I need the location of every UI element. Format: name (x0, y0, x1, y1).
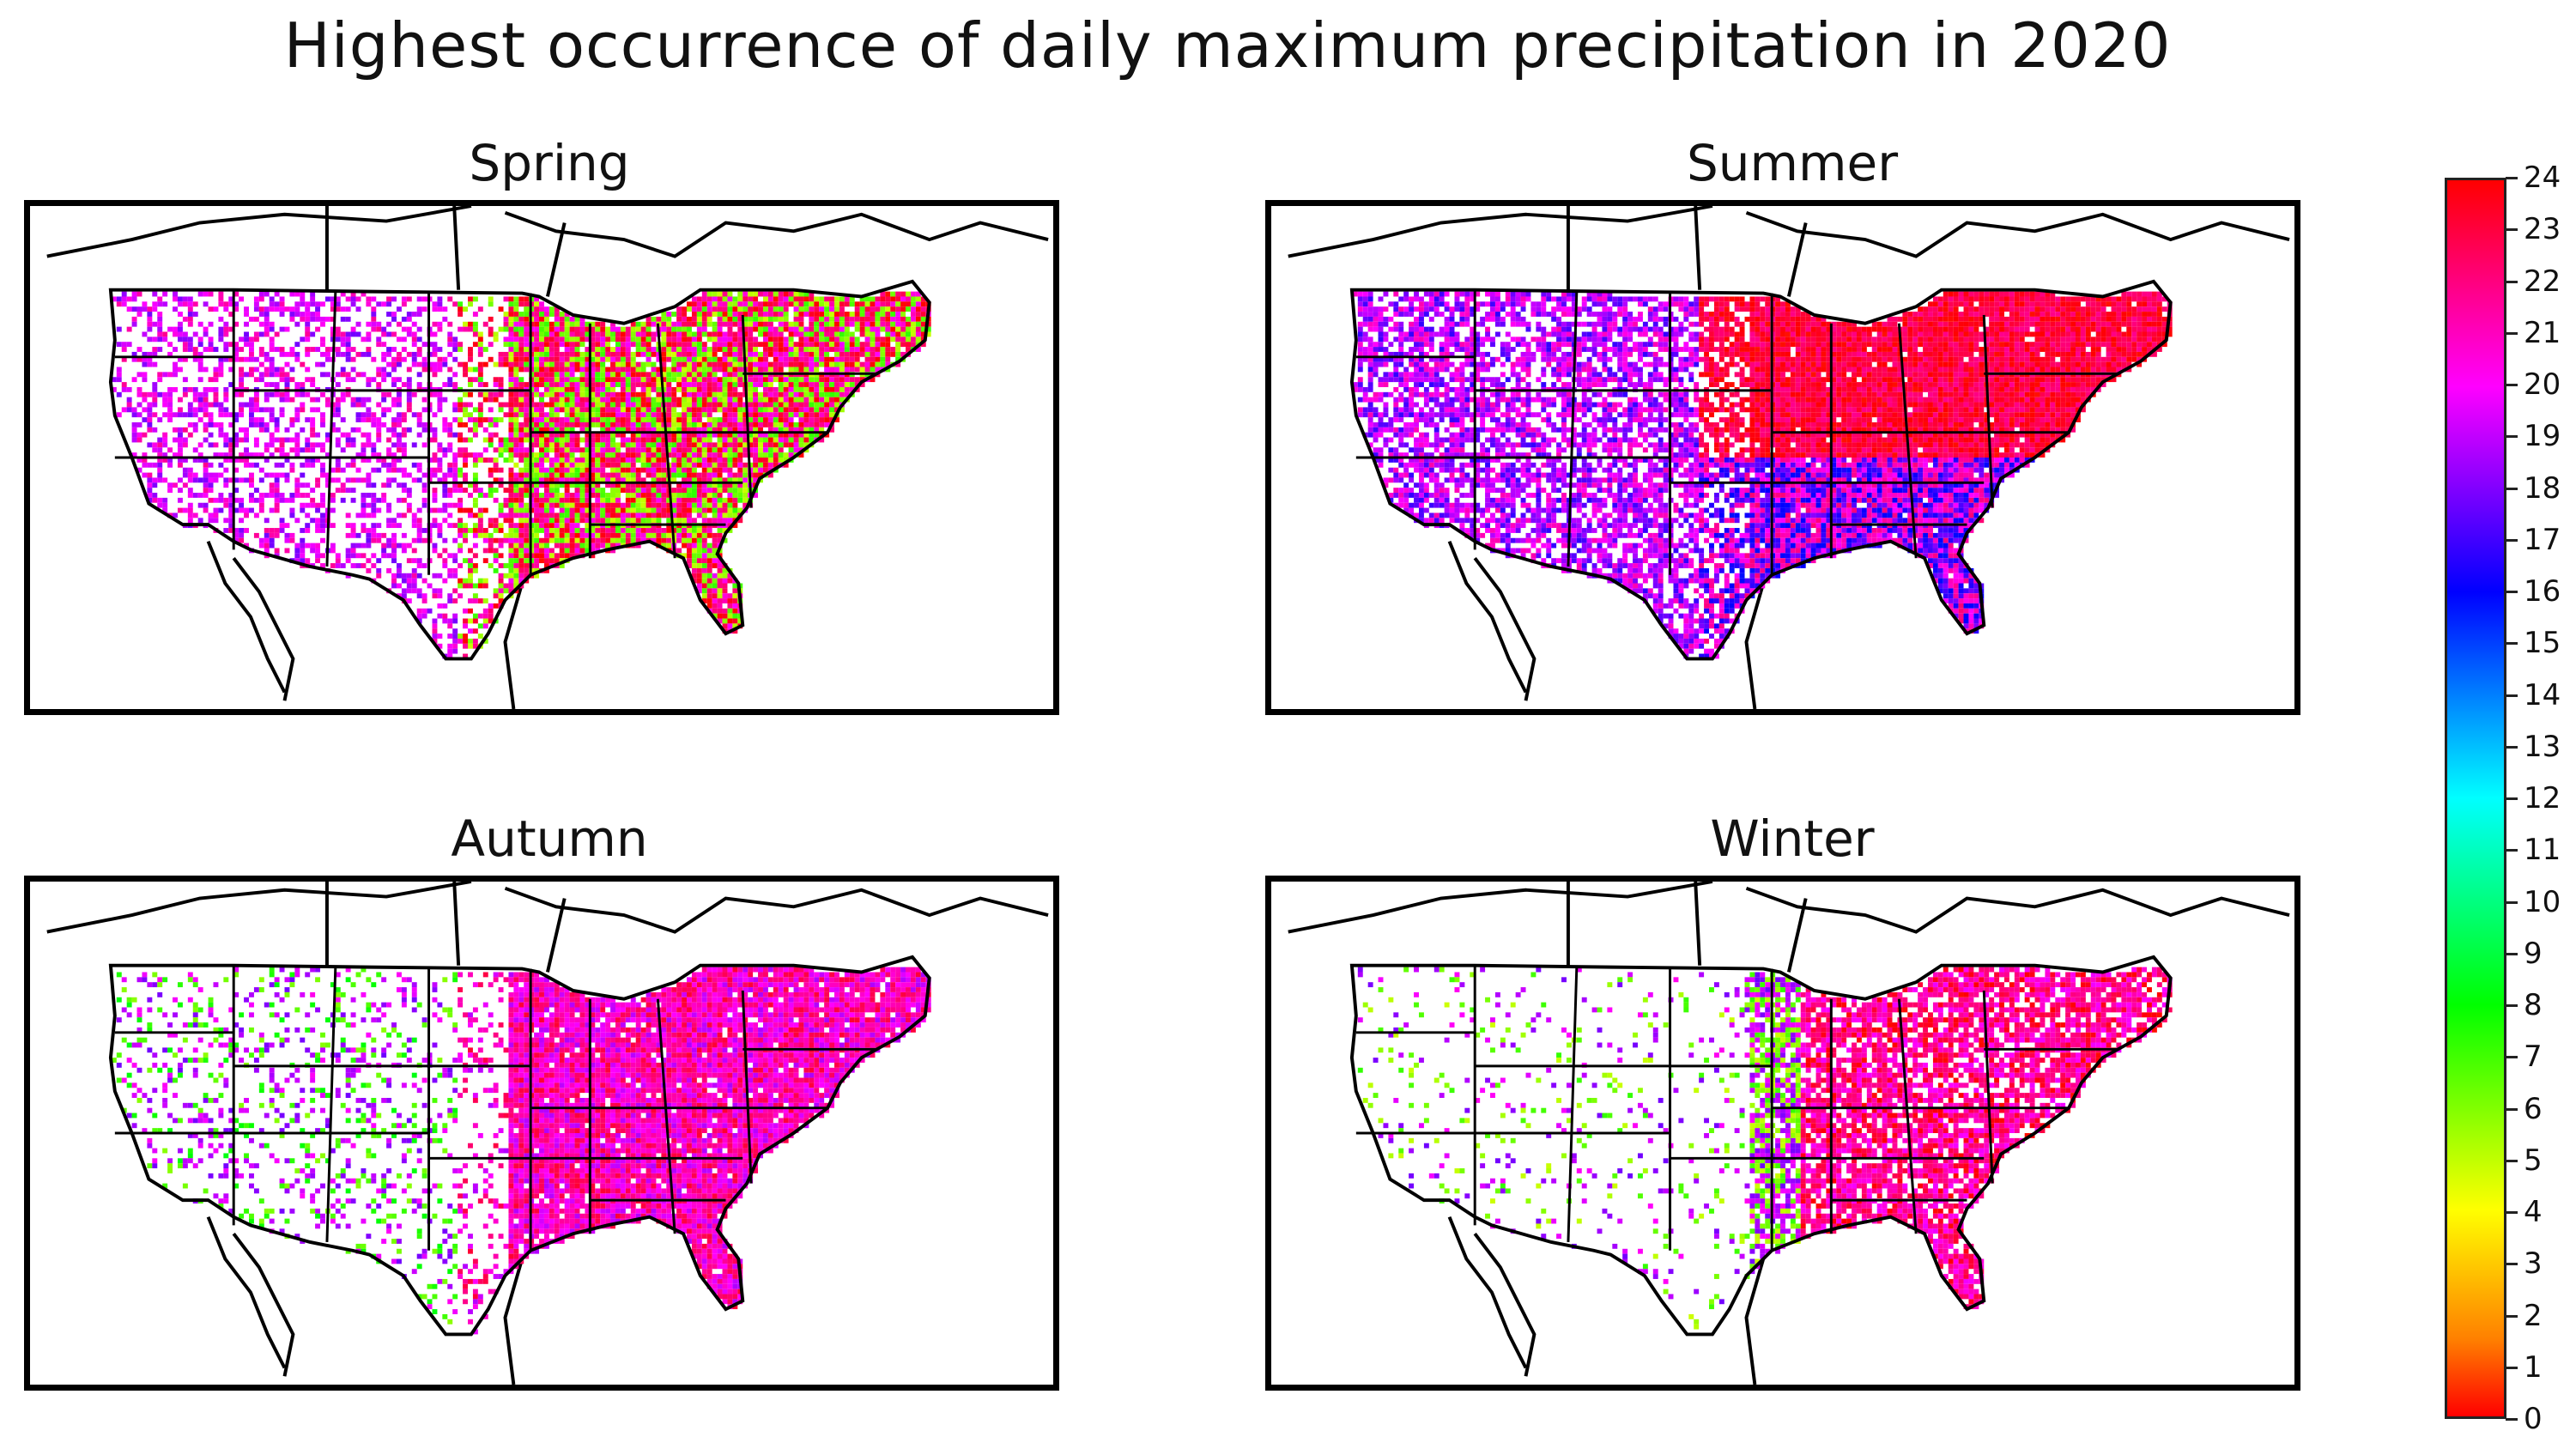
colorbar-tick (2506, 280, 2518, 283)
colorbar-tick-label: 18 (2524, 470, 2561, 506)
state-borders (114, 965, 879, 1251)
map-summer (1288, 206, 2290, 709)
colorbar-tick-label: 12 (2524, 781, 2561, 815)
colorbar-tick-label: 17 (2524, 522, 2561, 557)
colorbar-tick (2506, 1056, 2518, 1059)
colorbar-tick (2506, 1107, 2518, 1111)
coastline (206, 540, 287, 694)
precip-field (111, 967, 931, 1335)
coastline (1447, 1216, 1528, 1369)
state-borders (114, 289, 879, 575)
coastline (1473, 557, 1537, 701)
colorbar-tick-label: 15 (2524, 626, 2561, 661)
colorbar-tick-label: 5 (2524, 1143, 2543, 1178)
coastline (232, 557, 295, 701)
map-spring (46, 206, 1049, 709)
colorbar-tick (2506, 642, 2518, 646)
colorbar-tick (2506, 797, 2518, 800)
colorbar-tick-label: 3 (2524, 1246, 2543, 1282)
coastline (1288, 206, 2290, 258)
precip-field (111, 291, 931, 659)
colorbar-tick-label: 24 (2524, 161, 2561, 195)
colorbar-tick-label: 8 (2524, 988, 2543, 1022)
panel-title-spring: Spring (469, 134, 630, 192)
panel-title-winter: Winter (1710, 809, 1875, 868)
precip-field (1357, 967, 2173, 1330)
panel-title-autumn: Autumn (451, 809, 648, 868)
map-winter (1288, 882, 2290, 1385)
us-outline (1349, 955, 2173, 1337)
colorbar-tick-label: 14 (2524, 677, 2561, 712)
coastline (1288, 882, 2290, 934)
colorbar-tick (2506, 1159, 2518, 1162)
coastline (46, 206, 1049, 258)
colorbar-tick (2506, 1418, 2518, 1421)
state-borders (1355, 965, 2120, 1251)
colorbar-tick (2506, 694, 2518, 697)
colorbar-tick (2506, 849, 2518, 852)
colorbar-tick-label: 10 (2524, 884, 2561, 919)
map-autumn (46, 882, 1049, 1385)
coastline (46, 882, 1049, 934)
us-outline (1349, 279, 2173, 661)
coastline (206, 1216, 287, 1369)
colorbar-tick (2506, 900, 2518, 904)
us-outline (108, 955, 931, 1337)
map-panel-summer (1265, 200, 2300, 715)
figure-title: Highest occurrence of daily maximum prec… (283, 9, 2172, 82)
colorbar-tick-label: 19 (2524, 419, 2561, 454)
coastline (324, 206, 567, 297)
colorbar-tick (2506, 1211, 2518, 1214)
coastline (503, 1258, 524, 1385)
colorbar-tick (2506, 591, 2518, 593)
colorbar-tick-label: 7 (2524, 1040, 2543, 1075)
coastline (1447, 540, 1528, 694)
panel-title-summer: Summer (1686, 134, 1899, 192)
colorbar-tick (2506, 228, 2518, 232)
colorbar-tick-label: 16 (2524, 574, 2561, 609)
colorbar-tick (2506, 538, 2518, 542)
map-panel-winter (1265, 876, 2300, 1391)
colorbar-tick-label: 11 (2524, 833, 2561, 868)
colorbar-tick-label: 13 (2524, 729, 2561, 764)
map-panel-autumn (24, 876, 1059, 1391)
colorbar-tick-label: 4 (2524, 1195, 2543, 1229)
colorbar-tick-label: 22 (2524, 264, 2561, 299)
colorbar-tick-label: 21 (2524, 315, 2561, 350)
colorbar-tick-label: 23 (2524, 212, 2561, 247)
us-outline (108, 279, 931, 661)
colorbar-tick-label: 20 (2524, 367, 2561, 402)
coastline (1566, 882, 1808, 973)
coastline (1744, 582, 1766, 709)
colorbar-tick (2506, 1263, 2518, 1266)
coastline (1566, 206, 1808, 297)
colorbar-tick-label: 9 (2524, 936, 2543, 971)
state-borders (1355, 289, 2120, 575)
coastline (324, 882, 567, 973)
map-panel-spring (24, 200, 1059, 715)
colorbar-tick-label: 2 (2524, 1298, 2543, 1333)
coastline (1473, 1233, 1537, 1377)
coastline (232, 1233, 295, 1377)
colorbar-tick (2506, 331, 2518, 335)
colorbar-tick-label: 0 (2524, 1402, 2543, 1436)
colorbar (2445, 178, 2506, 1419)
colorbar-tick (2506, 384, 2518, 386)
precip-field (1352, 291, 2173, 659)
colorbar-tick-label: 1 (2524, 1349, 2543, 1385)
colorbar-tick (2506, 1366, 2518, 1369)
coastline (503, 582, 524, 709)
colorbar-tick (2506, 177, 2518, 179)
colorbar-tick (2506, 1314, 2518, 1318)
colorbar-tick (2506, 1004, 2518, 1007)
colorbar-tick-label: 6 (2524, 1091, 2543, 1126)
colorbar-tick (2506, 745, 2518, 749)
colorbar-tick (2506, 487, 2518, 490)
colorbar-tick (2506, 435, 2518, 439)
coastline (1744, 1258, 1766, 1385)
colorbar-tick (2506, 952, 2518, 955)
